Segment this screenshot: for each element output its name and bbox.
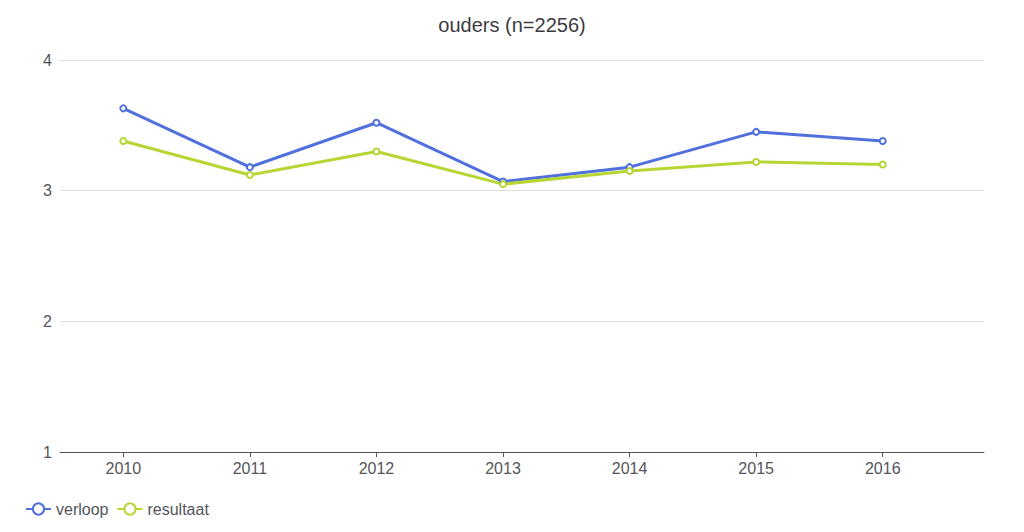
- svg-text:ouders (n=2256): ouders (n=2256): [438, 14, 585, 36]
- svg-text:2016: 2016: [865, 460, 901, 477]
- svg-text:2014: 2014: [612, 460, 648, 477]
- svg-text:2011: 2011: [233, 460, 268, 477]
- svg-text:3: 3: [43, 182, 52, 199]
- svg-text:2012: 2012: [359, 460, 395, 477]
- svg-text:resultaat: resultaat: [147, 501, 209, 518]
- svg-text:2015: 2015: [738, 460, 774, 477]
- svg-text:verloop: verloop: [56, 501, 109, 518]
- svg-text:1: 1: [43, 444, 52, 461]
- svg-text:2: 2: [43, 313, 52, 330]
- svg-text:4: 4: [43, 52, 52, 69]
- svg-text:2010: 2010: [105, 460, 141, 477]
- svg-text:2013: 2013: [485, 460, 521, 477]
